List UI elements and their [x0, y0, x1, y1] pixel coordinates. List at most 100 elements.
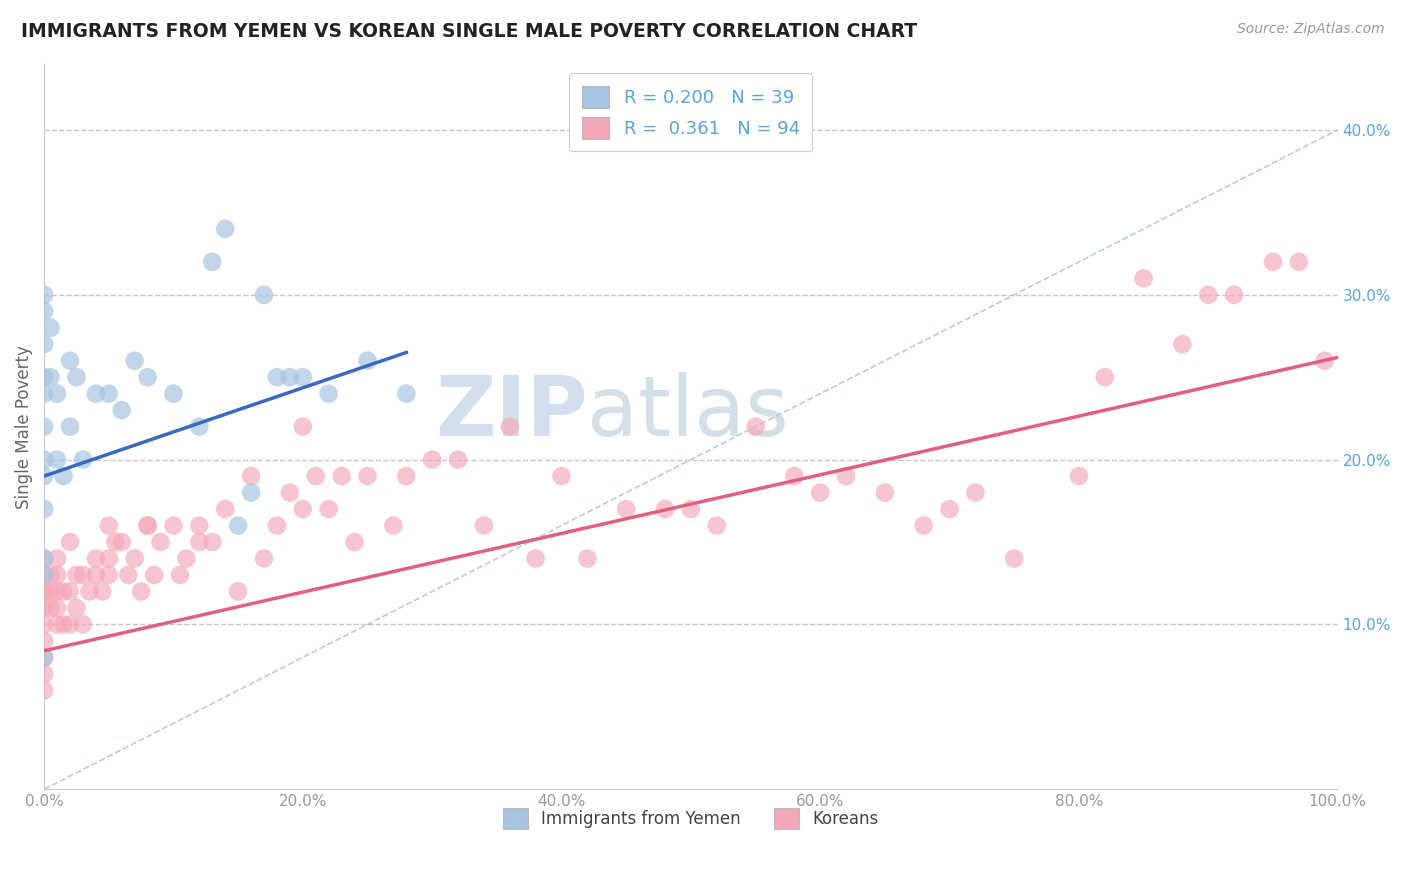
Point: [32, 502, 55, 516]
Point: [965, 485, 987, 500]
Point: [124, 551, 146, 566]
Point: [420, 452, 443, 467]
Point: [1171, 337, 1194, 351]
Point: [318, 386, 340, 401]
Point: [1132, 271, 1154, 285]
Point: [59, 535, 82, 549]
Point: [266, 518, 288, 533]
Point: [1094, 370, 1116, 384]
Point: [32, 584, 55, 599]
Point: [104, 535, 127, 549]
Point: [253, 551, 276, 566]
Point: [59, 419, 82, 434]
Point: [84, 551, 107, 566]
Point: [266, 370, 288, 384]
Point: [46, 584, 69, 599]
Point: [136, 370, 159, 384]
Point: [32, 304, 55, 318]
Point: [201, 255, 224, 269]
Point: [32, 551, 55, 566]
Point: [32, 370, 55, 384]
Point: [97, 386, 120, 401]
Point: [808, 485, 831, 500]
Point: [226, 518, 249, 533]
Point: [614, 502, 637, 516]
Point: [39, 320, 62, 334]
Point: [176, 551, 198, 566]
Point: [136, 518, 159, 533]
Point: [46, 551, 69, 566]
Point: [72, 617, 94, 632]
Point: [162, 386, 184, 401]
Point: [395, 386, 418, 401]
Point: [79, 584, 101, 599]
Point: [278, 485, 301, 500]
Point: [84, 568, 107, 582]
Point: [46, 452, 69, 467]
Point: [912, 518, 935, 533]
Point: [46, 568, 69, 582]
Point: [226, 584, 249, 599]
Point: [356, 353, 378, 368]
Point: [1197, 287, 1219, 301]
Point: [97, 568, 120, 582]
Point: [39, 584, 62, 599]
Point: [1223, 287, 1246, 301]
Point: [46, 601, 69, 615]
Point: [32, 683, 55, 698]
Point: [32, 584, 55, 599]
Point: [111, 403, 134, 417]
Point: [46, 617, 69, 632]
Point: [291, 370, 314, 384]
Point: [524, 551, 547, 566]
Point: [32, 617, 55, 632]
Point: [188, 535, 211, 549]
Point: [32, 633, 55, 648]
Point: [1288, 255, 1310, 269]
Point: [356, 469, 378, 483]
Point: [783, 469, 806, 483]
Point: [214, 502, 236, 516]
Point: [129, 584, 152, 599]
Point: [143, 568, 166, 582]
Point: [72, 568, 94, 582]
Point: [330, 469, 353, 483]
Point: [32, 568, 55, 582]
Point: [291, 419, 314, 434]
Point: [32, 551, 55, 566]
Point: [188, 419, 211, 434]
Point: [447, 452, 470, 467]
Point: [1261, 255, 1284, 269]
Point: [382, 518, 405, 533]
Point: [32, 452, 55, 467]
Point: [32, 287, 55, 301]
Point: [550, 469, 572, 483]
Point: [65, 568, 87, 582]
Point: [188, 518, 211, 533]
Point: [499, 419, 522, 434]
Point: [214, 222, 236, 236]
Point: [1313, 353, 1336, 368]
Legend: Immigrants from Yemen, Koreans: Immigrants from Yemen, Koreans: [496, 802, 886, 835]
Point: [576, 551, 599, 566]
Text: ZIP: ZIP: [434, 372, 588, 452]
Point: [91, 584, 114, 599]
Point: [65, 370, 87, 384]
Point: [654, 502, 676, 516]
Point: [124, 353, 146, 368]
Point: [72, 452, 94, 467]
Point: [149, 535, 172, 549]
Point: [52, 617, 75, 632]
Point: [253, 287, 276, 301]
Y-axis label: Single Male Poverty: Single Male Poverty: [15, 344, 32, 508]
Point: [1002, 551, 1025, 566]
Text: IMMIGRANTS FROM YEMEN VS KOREAN SINGLE MALE POVERTY CORRELATION CHART: IMMIGRANTS FROM YEMEN VS KOREAN SINGLE M…: [21, 22, 917, 41]
Point: [938, 502, 960, 516]
Point: [278, 370, 301, 384]
Point: [32, 386, 55, 401]
Point: [472, 518, 495, 533]
Point: [32, 601, 55, 615]
Text: Source: ZipAtlas.com: Source: ZipAtlas.com: [1237, 22, 1385, 37]
Point: [52, 469, 75, 483]
Point: [59, 584, 82, 599]
